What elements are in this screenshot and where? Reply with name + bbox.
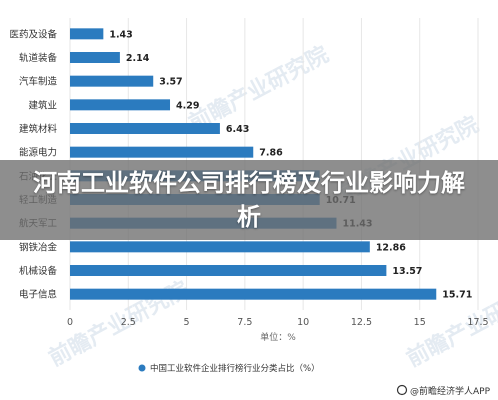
value-label: 15.71 — [442, 290, 472, 301]
bar — [70, 123, 220, 134]
x-axis-ticks: 0 2.5 5 7.5 10 12.5 15 17.5 — [67, 317, 489, 328]
category-label: 轨道装备 — [19, 52, 58, 64]
value-label: 3.57 — [159, 77, 182, 88]
watermark-text: 前瞻产业研究院 — [185, 41, 333, 136]
category-label: 汽车制造 — [19, 76, 58, 88]
category-label: 建筑材料 — [19, 123, 58, 135]
bar — [70, 75, 154, 87]
page-title: 河南工业软件公司排行榜及行业影响力解析 — [33, 169, 465, 231]
category-label: 电子信息 — [19, 289, 57, 301]
source-text: @前瞻经济学人APP — [410, 385, 491, 397]
value-label: 12.86 — [376, 242, 406, 253]
category-label: 建筑业 — [28, 99, 57, 111]
bar — [70, 52, 120, 63]
x-tick-label: 7.5 — [237, 317, 252, 328]
bar — [70, 99, 171, 111]
value-label: 7.86 — [259, 148, 283, 159]
x-tick-label: 5 — [184, 317, 190, 328]
legend: 中国工业软件企业排行榜行业分类占比（%） — [138, 363, 320, 374]
source: @前瞻经济学人APP — [396, 384, 491, 397]
legend-label: 中国工业软件企业排行榜行业分类占比（%） — [150, 363, 320, 374]
x-axis-label: 单位：% — [260, 331, 296, 343]
value-label: 4.29 — [176, 100, 199, 111]
value-label: 6.43 — [226, 124, 249, 135]
value-label: 13.57 — [392, 266, 422, 277]
x-tick-label: 15 — [414, 317, 426, 328]
category-label: 机械设备 — [19, 265, 58, 277]
source-logo-icon — [396, 384, 408, 396]
x-tick-label: 10 — [297, 317, 309, 328]
bar — [70, 241, 370, 253]
category-label: 医药及设备 — [9, 28, 57, 40]
x-tick-label: 17.5 — [467, 317, 488, 328]
bar — [70, 288, 437, 300]
title-overlay: 河南工业软件公司排行榜及行业影响力解析 — [0, 160, 498, 240]
value-label: 2.14 — [126, 53, 150, 64]
bar — [70, 265, 387, 276]
x-tick-label: 0 — [67, 317, 73, 328]
x-tick-label: 2.5 — [121, 317, 136, 328]
x-tick-label: 12.5 — [351, 317, 372, 328]
bar — [70, 28, 104, 40]
value-label: 1.43 — [109, 29, 132, 40]
bar — [70, 146, 254, 158]
category-label: 能源电力 — [19, 147, 57, 159]
legend-marker — [138, 364, 146, 372]
category-label: 钢铁冶金 — [19, 241, 58, 253]
